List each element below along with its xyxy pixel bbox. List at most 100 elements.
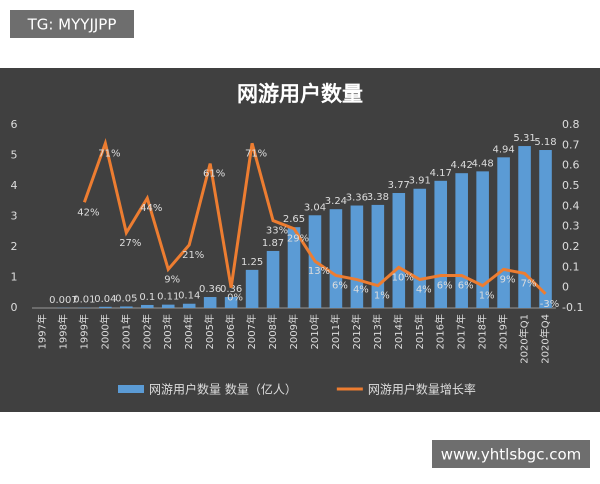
line-label: 4% xyxy=(353,285,369,296)
bar xyxy=(162,305,175,308)
line-label: 1% xyxy=(374,291,390,302)
x-tick-label: 2013年 xyxy=(371,314,384,349)
bar xyxy=(393,193,406,308)
line-label: 6% xyxy=(458,280,474,291)
bar-label: 4.42 xyxy=(451,160,473,171)
line-label: -3% xyxy=(540,299,559,310)
x-tick-label: 2018年 xyxy=(476,314,489,349)
x-tick-label: 2017年 xyxy=(455,314,468,349)
bar-label: 3.38 xyxy=(367,192,389,203)
bar-label: 5.31 xyxy=(513,133,535,144)
line-label: 71% xyxy=(245,148,267,159)
x-tick-label: 2014年 xyxy=(392,314,405,349)
bar-label: 4.48 xyxy=(472,158,494,169)
bar xyxy=(141,305,154,308)
bar-label: 1.87 xyxy=(262,238,284,249)
x-tick-label: 2005年 xyxy=(203,314,216,349)
x-tick-label: 2011年 xyxy=(329,314,342,349)
bar xyxy=(204,297,217,308)
y2-tick-label: 0.1 xyxy=(562,260,580,273)
x-tick-label: 2001年 xyxy=(119,314,132,349)
bar-label: 5.18 xyxy=(534,137,556,148)
bar xyxy=(99,307,112,308)
bar xyxy=(539,150,552,308)
y2-tick-label: 0.6 xyxy=(562,159,580,172)
line-label: 71% xyxy=(98,148,120,159)
x-tick-label: 2019年 xyxy=(497,314,510,349)
line-label: 33% xyxy=(266,226,288,237)
watermark: www.yhtlsbgc.com xyxy=(441,446,582,464)
x-tick-label: 2003年 xyxy=(161,314,174,349)
x-tick-label: 1997年 xyxy=(35,314,48,349)
line-label: 7% xyxy=(521,278,537,289)
y-tick-label: 2 xyxy=(11,240,18,253)
x-tick-label: 2006年 xyxy=(224,314,237,349)
bar-label: 0.01 xyxy=(73,295,95,306)
x-tick-label: 1999年 xyxy=(77,314,90,349)
line-label: 10% xyxy=(392,272,414,283)
line-label: 6% xyxy=(332,280,348,291)
legend-swatch xyxy=(118,385,144,393)
line-label: 13% xyxy=(308,266,330,277)
y-tick-label: 4 xyxy=(11,179,18,192)
y2-tick-label: -0.1 xyxy=(562,301,583,314)
line-label: 61% xyxy=(203,169,225,180)
watermark: TG: MYYJJPP xyxy=(27,16,117,34)
y-tick-label: 3 xyxy=(11,210,18,223)
bar-label: 0.36 xyxy=(199,284,221,295)
bar xyxy=(330,209,343,308)
legend-label: 网游用户数量增长率 xyxy=(368,382,476,397)
y2-tick-label: 0.7 xyxy=(562,138,580,151)
bar-label: 0.04 xyxy=(94,294,116,305)
line-label: 42% xyxy=(77,207,99,218)
legend-label: 网游用户数量 数量（亿人） xyxy=(149,382,297,397)
bar-label: 3.04 xyxy=(304,202,326,213)
line-label: 44% xyxy=(140,203,162,214)
bar-label: 0.1 xyxy=(139,292,155,303)
bar-label: 3.36 xyxy=(346,193,368,204)
bar xyxy=(246,270,259,308)
x-tick-label: 2002年 xyxy=(140,314,153,349)
x-tick-label: 2008年 xyxy=(266,314,279,349)
bar-label: 1.25 xyxy=(241,257,263,268)
y2-tick-label: 0.4 xyxy=(562,199,580,212)
y2-tick-label: 0 xyxy=(562,281,569,294)
line-label: 9% xyxy=(164,274,180,285)
bar xyxy=(120,306,133,308)
bar-label: 4.17 xyxy=(430,168,452,179)
bar xyxy=(267,251,280,308)
bar-label: 2.65 xyxy=(283,214,305,225)
bar-label: 0.14 xyxy=(178,291,200,302)
x-tick-label: 2016年 xyxy=(434,314,447,349)
y2-tick-label: 0.2 xyxy=(562,240,580,253)
y-tick-label: 5 xyxy=(11,149,18,162)
bar xyxy=(183,304,196,308)
bar-label: 0.11 xyxy=(157,292,179,303)
chart-title: 网游用户数量 xyxy=(237,82,363,106)
bar-label: 4.94 xyxy=(492,144,514,155)
y2-tick-label: 0.5 xyxy=(562,179,580,192)
line-label: 27% xyxy=(119,238,141,249)
line-label: 29% xyxy=(287,234,309,245)
x-tick-label: 1998年 xyxy=(56,314,69,349)
x-tick-label: 2020年Q4 xyxy=(539,314,552,364)
bar xyxy=(476,171,489,308)
bar-label: 0.05 xyxy=(115,293,137,304)
line-label: 21% xyxy=(182,250,204,261)
bar xyxy=(497,157,510,308)
bar-label: 3.24 xyxy=(325,196,347,207)
y-tick-label: 0 xyxy=(11,301,18,314)
line-label: 0% xyxy=(227,293,243,304)
bar-label: 3.77 xyxy=(388,180,410,191)
x-tick-label: 2007年 xyxy=(245,314,258,349)
line-label: 6% xyxy=(437,280,453,291)
x-tick-label: 2009年 xyxy=(287,314,300,349)
x-tick-label: 2012年 xyxy=(350,314,363,349)
y2-tick-label: 0.3 xyxy=(562,220,580,233)
x-tick-label: 2020年Q1 xyxy=(518,314,531,364)
x-tick-label: 2015年 xyxy=(413,314,426,349)
x-tick-label: 2004年 xyxy=(182,314,195,349)
x-tick-label: 2010年 xyxy=(308,314,321,349)
y-tick-label: 6 xyxy=(11,118,18,131)
